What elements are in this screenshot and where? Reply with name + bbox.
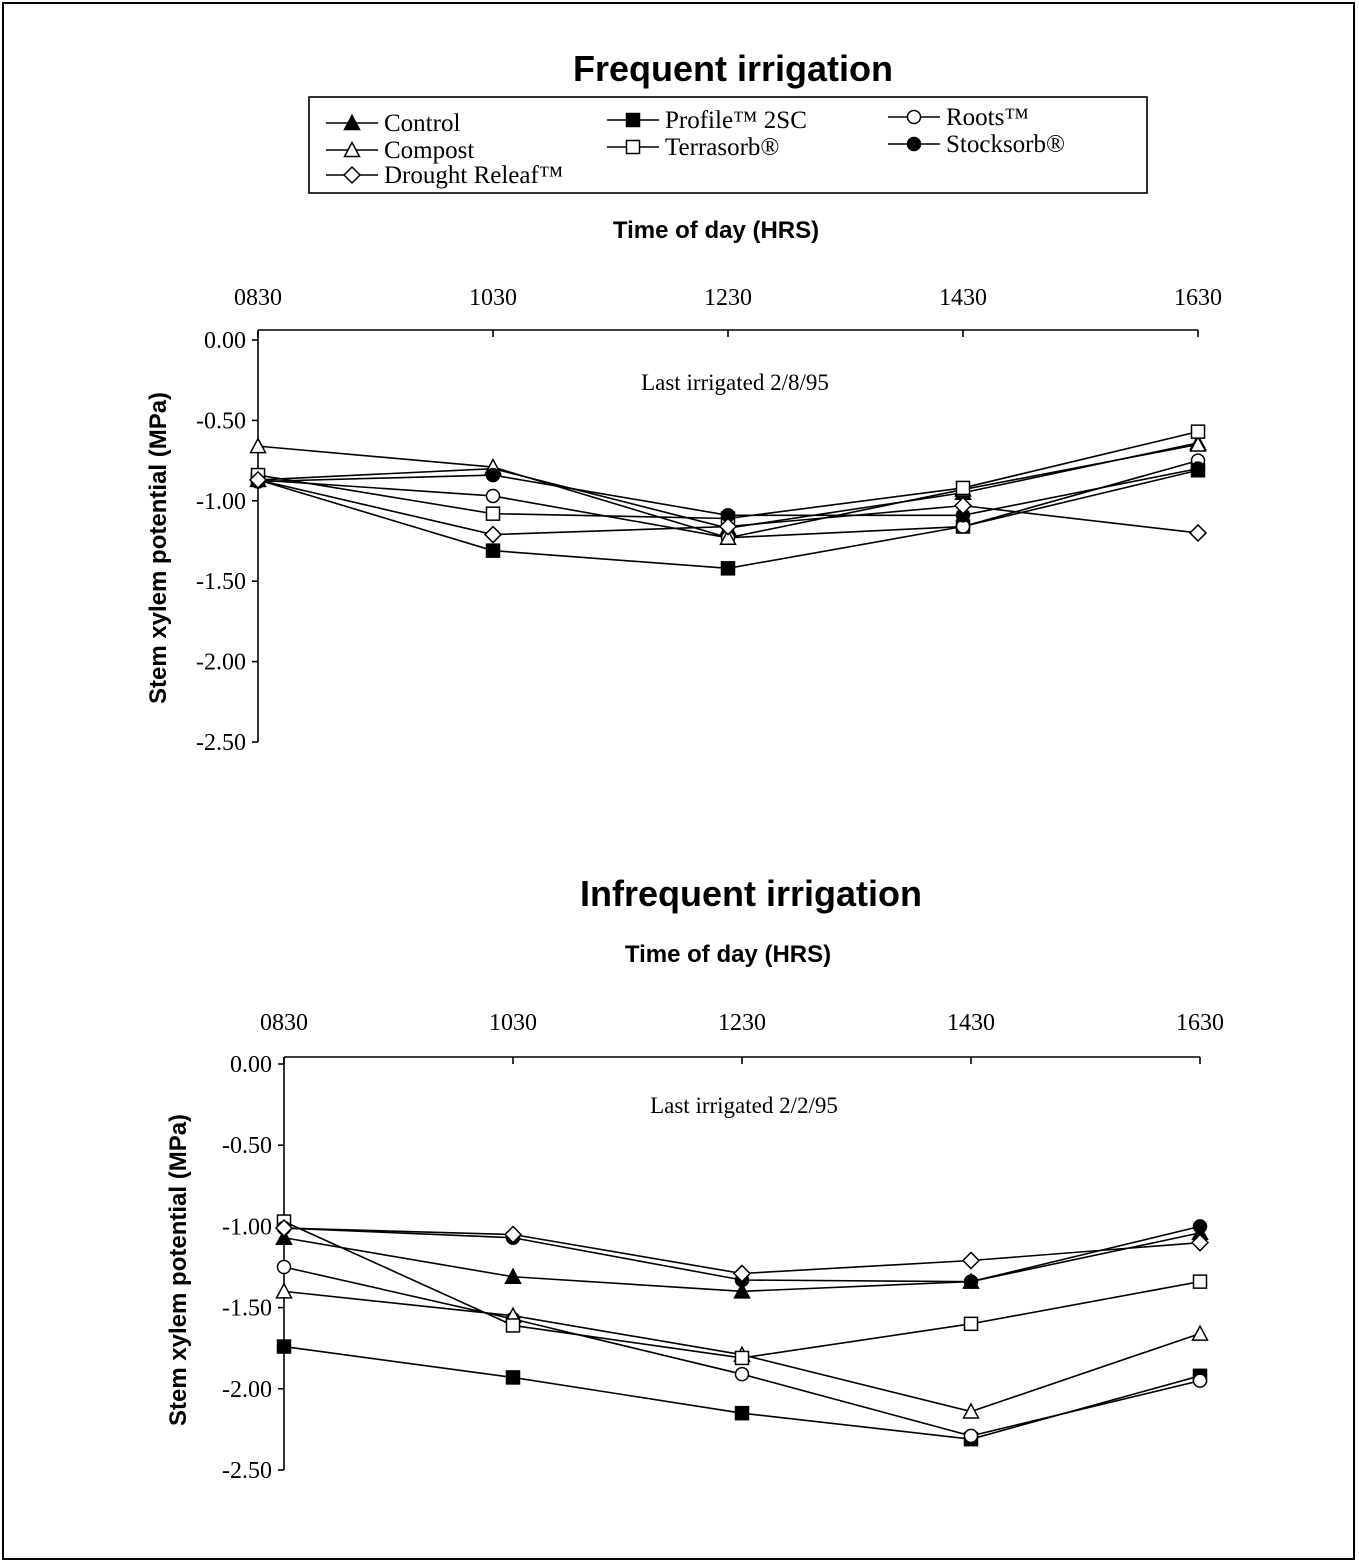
legend-marker-control	[343, 113, 361, 131]
x-tick-label: 1230	[704, 285, 752, 311]
point-terrasorb	[1192, 1274, 1208, 1289]
chart1-plot: 0.00 -0.50 -1.00 -1.50 -2.00 -2.50 0830 1030 123…	[196, 285, 1222, 756]
point-profile-2sc	[505, 1370, 521, 1385]
x-tick-label: 1630	[1174, 285, 1222, 311]
point-compost	[962, 1402, 980, 1419]
point-control	[733, 1282, 751, 1299]
x-tick-label: 1430	[939, 285, 987, 311]
point-stocksorb	[1190, 461, 1206, 476]
chart1-y-axis-title: Stem xylem potential (MPa)	[145, 392, 172, 704]
point-drought-releaf	[718, 517, 738, 536]
point-terrasorb	[1190, 424, 1206, 439]
legend-marker-terrasorb	[625, 139, 641, 155]
point-terrasorb	[485, 506, 501, 521]
point-drought-releaf	[953, 496, 973, 515]
point-drought-releaf	[274, 1218, 294, 1238]
legend-marker-roots	[906, 109, 922, 125]
point-roots	[734, 1366, 750, 1382]
point-drought-releaf	[1190, 1233, 1210, 1252]
legend-label-profile-2sc: Profile™ 2SC	[665, 107, 807, 134]
point-compost	[249, 437, 267, 454]
y-tick-label: -0.50	[222, 1133, 272, 1159]
point-control	[275, 1228, 293, 1246]
legend-marker-profile-2sc	[625, 112, 641, 128]
y-tick-label: -1.50	[222, 1296, 272, 1322]
chart1-title: Frequent irrigation	[573, 48, 893, 89]
point-terrasorb	[734, 1350, 750, 1366]
legend-label-terrasorb: Terrasorb®	[665, 134, 779, 161]
chart2-plot: 0.00 -0.50 -1.00 -1.50 -2.00 -2.50 0830 1030 123…	[222, 1010, 1224, 1484]
x-tick-label: 1630	[1176, 1010, 1224, 1036]
y-tick-label: -2.50	[222, 1458, 272, 1484]
legend: Control Profile™ 2SC Roots™ Compost Terrasor…	[326, 104, 1065, 189]
x-tick-label: 1030	[469, 285, 517, 311]
y-tick-label: -2.00	[196, 650, 246, 676]
point-drought-releaf	[1188, 523, 1208, 543]
point-drought-releaf	[503, 1225, 523, 1244]
point-terrasorb	[955, 480, 971, 496]
point-drought-releaf	[248, 470, 268, 489]
point-terrasorb	[963, 1316, 979, 1332]
point-roots	[1192, 1373, 1208, 1388]
legend-marker-stocksorb	[906, 136, 922, 152]
y-tick-label: -1.00	[222, 1214, 272, 1240]
point-terrasorb	[505, 1318, 521, 1333]
legend-label-stocksorb: Stocksorb®	[946, 131, 1065, 158]
point-profile-2sc	[276, 1339, 292, 1354]
chart2-x-axis-title: Time of day (HRS)	[625, 941, 831, 968]
x-tick-label: 0830	[234, 285, 282, 311]
point-profile-2sc	[720, 561, 736, 576]
point-profile-2sc	[485, 543, 501, 558]
point-roots	[963, 1428, 979, 1444]
point-drought-releaf	[732, 1264, 752, 1283]
point-profile-2sc	[734, 1405, 750, 1421]
x-tick-label: 1030	[489, 1010, 537, 1036]
chart2-title: Infrequent irrigation	[580, 873, 922, 914]
x-tick-label: 1230	[718, 1010, 766, 1036]
chart2-annotation: Last irrigated 2/2/95	[650, 1093, 838, 1118]
legend-label-control: Control	[384, 110, 460, 137]
y-tick-label: -1.50	[196, 569, 246, 595]
point-compost	[1191, 1324, 1209, 1341]
x-tick-label: 1430	[947, 1010, 995, 1036]
legend-marker-drought-releaf	[342, 165, 362, 185]
x-tick-label: 0830	[260, 1010, 308, 1036]
point-compost	[719, 528, 737, 546]
y-tick-label: -2.00	[222, 1377, 272, 1403]
legend-label-drought-releaf: Drought Releaf™	[384, 162, 563, 189]
legend-box	[308, 96, 1148, 194]
chart1-annotation: Last irrigated 2/8/95	[641, 370, 829, 395]
point-stocksorb	[1192, 1219, 1208, 1234]
y-tick-label: -0.50	[196, 408, 246, 434]
legend-label-compost: Compost	[384, 137, 474, 164]
point-stocksorb	[485, 467, 501, 483]
y-tick-label: -1.00	[196, 489, 246, 515]
point-drought-releaf	[483, 525, 503, 544]
y-tick-label: 0.00	[204, 328, 246, 354]
chart2-y-axis-title: Stem xylem potential (MPa)	[165, 1114, 192, 1426]
point-drought-releaf	[961, 1251, 981, 1270]
point-control	[504, 1267, 522, 1284]
chart1-x-axis-title: Time of day (HRS)	[613, 217, 819, 244]
point-compost	[1189, 435, 1207, 452]
series-line-terrasorb	[257, 430, 1199, 520]
point-compost	[275, 1282, 293, 1299]
point-roots	[276, 1259, 292, 1275]
point-stocksorb	[963, 1274, 979, 1289]
legend-marker-compost	[343, 140, 361, 158]
point-roots	[485, 488, 501, 504]
legend-label-roots: Roots™	[946, 104, 1029, 131]
y-tick-label: 0.00	[230, 1052, 272, 1078]
y-tick-label: -2.50	[196, 730, 246, 756]
